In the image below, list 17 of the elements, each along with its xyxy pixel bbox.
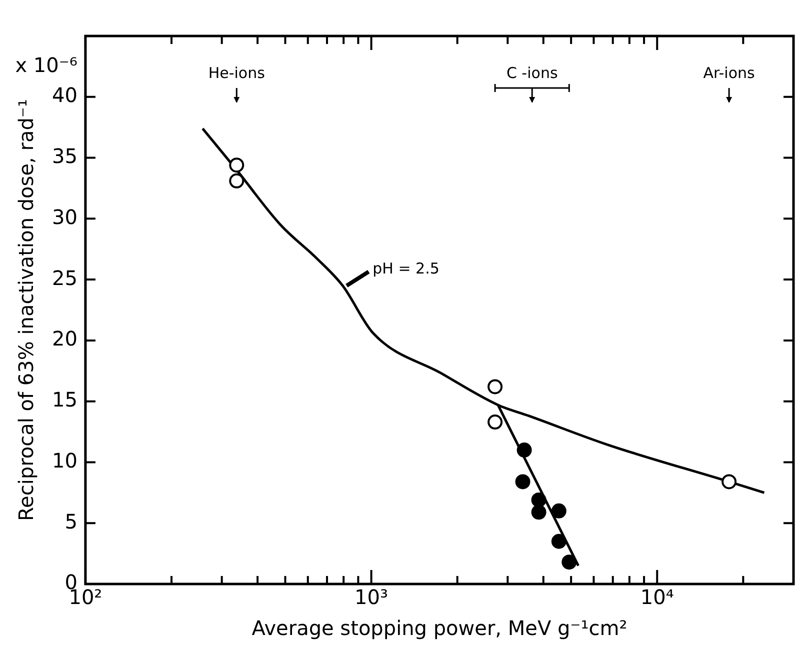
- y-tick-label: 15: [52, 388, 78, 412]
- annotation: C -ions: [506, 64, 558, 82]
- x-tick-label: 10⁴: [640, 585, 674, 610]
- y-tick-label: 5: [64, 509, 78, 534]
- x-axis-title: Average stopping power, MeV g⁻¹cm²: [252, 616, 628, 640]
- y-tick-label: 40: [52, 83, 78, 108]
- text: x 10⁻⁶: [15, 53, 78, 78]
- y-tick-label: 30: [52, 204, 78, 229]
- y-tick-label: 25: [52, 266, 78, 290]
- annotation: Ar-ions: [703, 64, 755, 82]
- y-tick-label: 10: [52, 448, 78, 472]
- annotation: pH = 2.5: [372, 260, 440, 278]
- x-tick-label: 10³: [354, 585, 388, 610]
- annotation: He-ions: [208, 64, 266, 82]
- y-tick-label: 35: [52, 144, 78, 168]
- y-tick-label: 20: [52, 326, 78, 351]
- y-axis-title: Reciprocal of 63% inactivation dose, rad⁻¹: [14, 99, 38, 521]
